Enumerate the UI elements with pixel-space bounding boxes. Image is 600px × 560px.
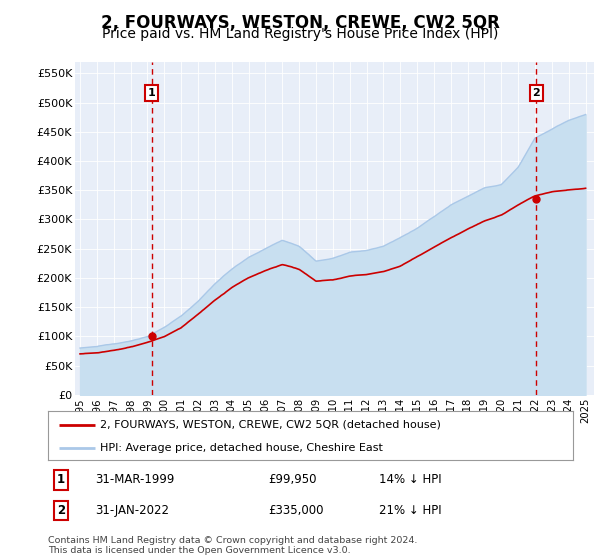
Text: 2: 2 <box>57 504 65 517</box>
Text: 2, FOURWAYS, WESTON, CREWE, CW2 5QR: 2, FOURWAYS, WESTON, CREWE, CW2 5QR <box>101 14 499 32</box>
Text: £335,000: £335,000 <box>269 504 324 517</box>
Text: Contains HM Land Registry data © Crown copyright and database right 2024.
This d: Contains HM Land Registry data © Crown c… <box>48 536 418 556</box>
Text: 21% ↓ HPI: 21% ↓ HPI <box>379 504 442 517</box>
Text: 1: 1 <box>57 473 65 486</box>
Text: 14% ↓ HPI: 14% ↓ HPI <box>379 473 442 486</box>
Text: HPI: Average price, detached house, Cheshire East: HPI: Average price, detached house, Ches… <box>101 443 383 453</box>
Text: 2, FOURWAYS, WESTON, CREWE, CW2 5QR (detached house): 2, FOURWAYS, WESTON, CREWE, CW2 5QR (det… <box>101 420 442 430</box>
Text: £99,950: £99,950 <box>269 473 317 486</box>
Text: Price paid vs. HM Land Registry's House Price Index (HPI): Price paid vs. HM Land Registry's House … <box>102 27 498 41</box>
Text: 2: 2 <box>532 88 540 98</box>
Text: 1: 1 <box>148 88 155 98</box>
Text: 31-MAR-1999: 31-MAR-1999 <box>95 473 175 486</box>
Text: 31-JAN-2022: 31-JAN-2022 <box>95 504 169 517</box>
